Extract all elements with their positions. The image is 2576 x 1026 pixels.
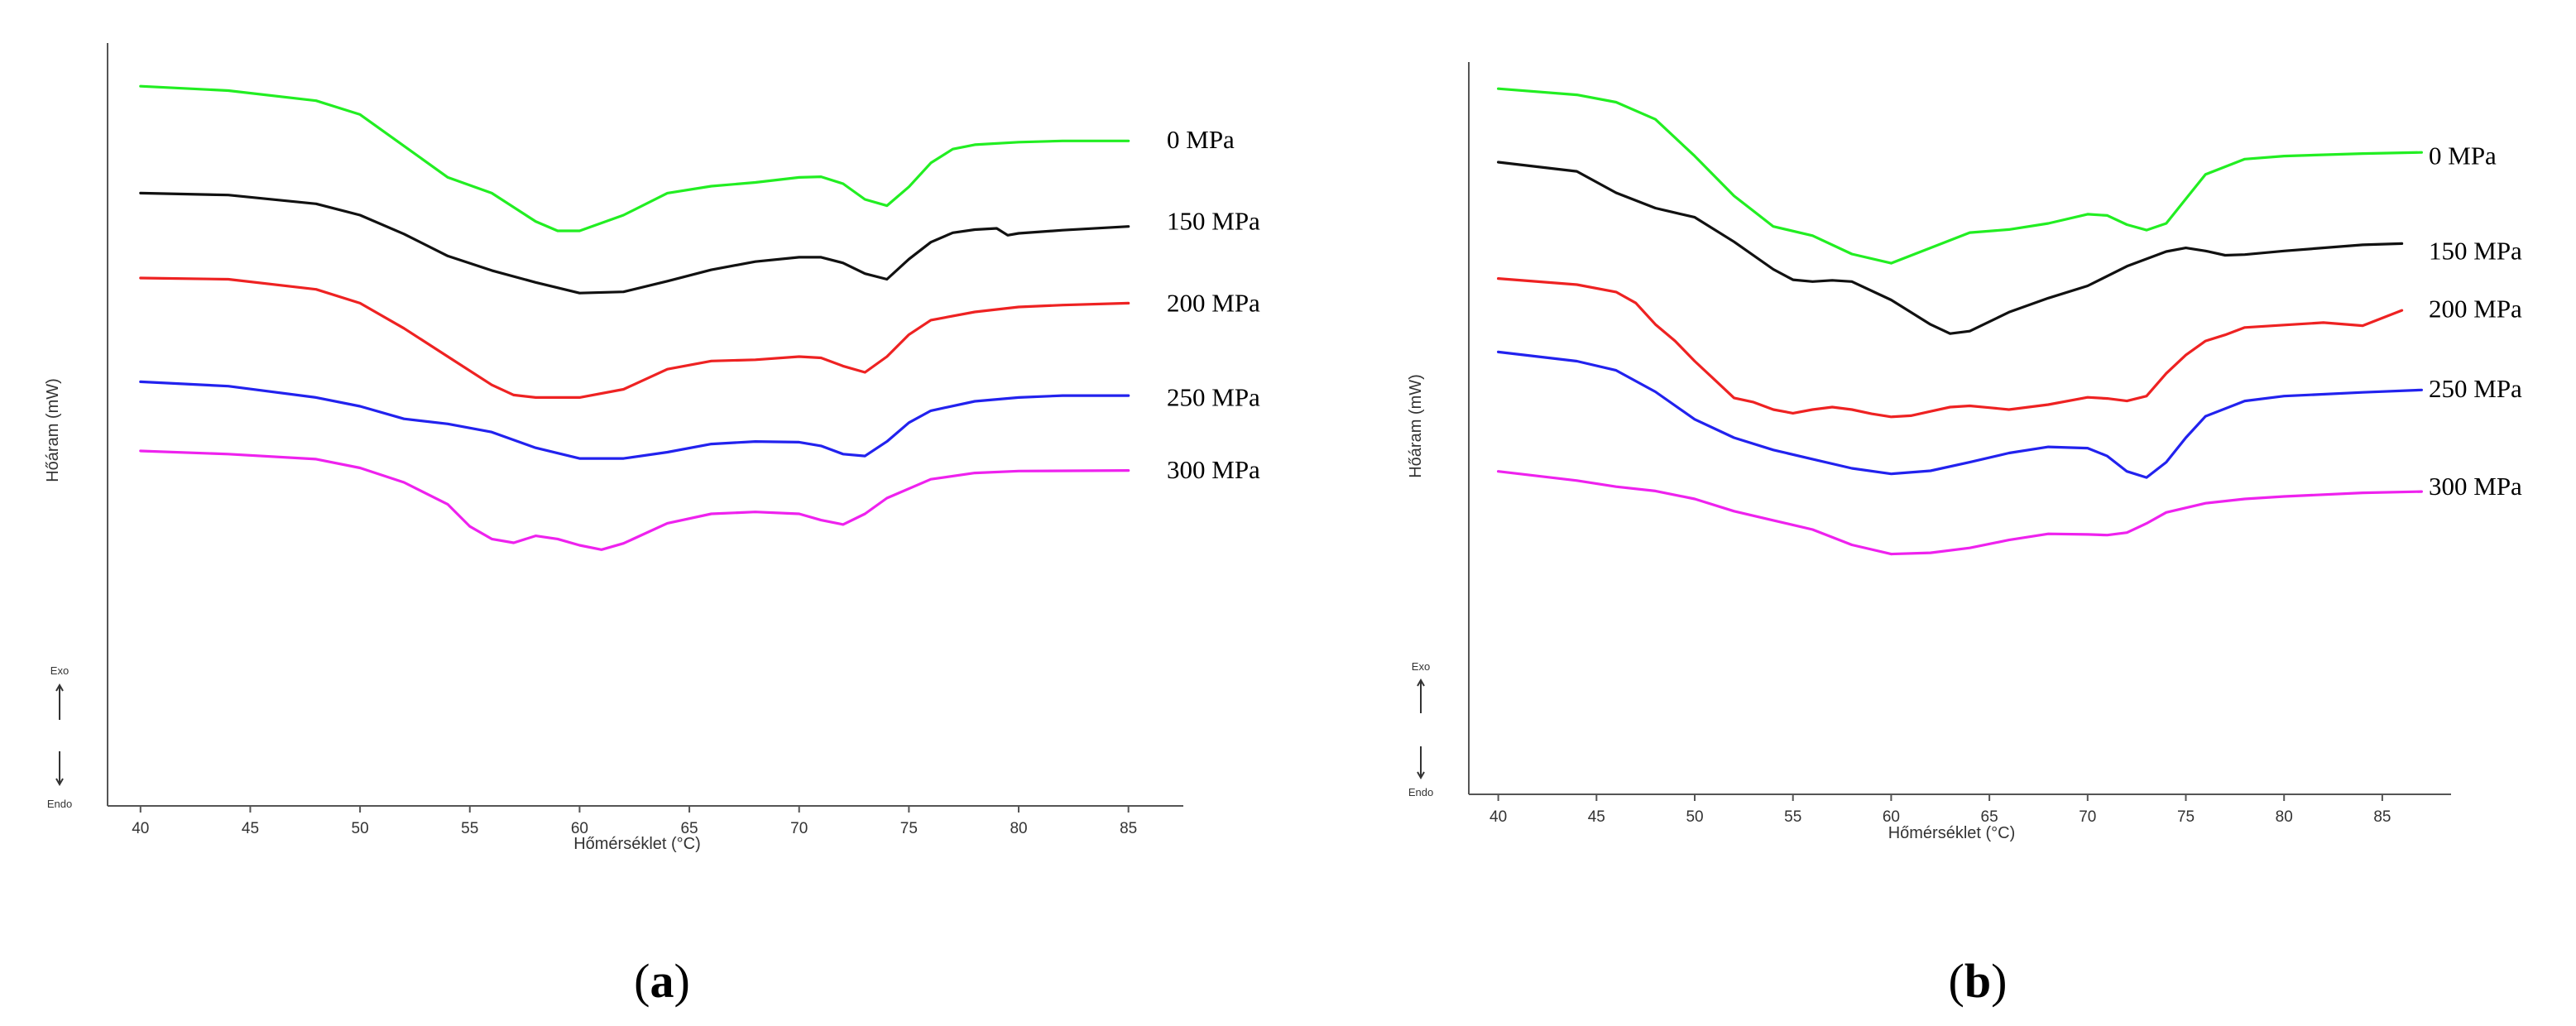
endo-label: Endo (1408, 786, 1433, 798)
series-label: 250 MPa (1167, 382, 1260, 411)
exo-label: Exo (1412, 660, 1430, 673)
series-line-300-mpa (1497, 470, 2423, 556)
x-tick-label: 60 (1883, 808, 1900, 826)
x-tick-label: 65 (1981, 808, 1998, 826)
series-line-150-mpa (1497, 161, 2404, 335)
panel-label-letter: b (1964, 954, 1991, 1008)
series-line-200-mpa (1497, 277, 2404, 419)
panel-label-close-paren: ) (674, 954, 690, 1008)
series-label: 150 MPa (1167, 207, 1260, 236)
x-tick-label: 85 (2373, 808, 2391, 826)
x-axis-label: Hőmérséklet (°C) (573, 835, 701, 853)
series-label: 200 MPa (2429, 295, 2522, 324)
series-line-250-mpa (139, 380, 1130, 460)
x-tick-label: 85 (1120, 820, 1137, 837)
x-tick-label: 80 (2276, 808, 2293, 826)
x-tick-label: 70 (2079, 808, 2096, 826)
series-line-0-mpa (1497, 87, 2423, 265)
exo-arrow-up-icon (1417, 678, 1425, 713)
x-tick-label: 50 (1686, 808, 1703, 826)
x-tick-label: 60 (571, 820, 588, 837)
series-line-0-mpa (139, 84, 1130, 233)
series-line-150-mpa (139, 191, 1130, 295)
series-line-200-mpa (139, 276, 1130, 399)
series-line-300-mpa (139, 449, 1130, 551)
endo-arrow-down-icon (1417, 746, 1425, 780)
x-tick-label: 55 (461, 820, 478, 837)
x-tick-label: 75 (900, 820, 918, 837)
series-label: 0 MPa (1167, 125, 1235, 154)
x-tick-label: 50 (352, 820, 369, 837)
series-label: 250 MPa (2429, 374, 2522, 403)
chart-panel-b: 40 45 50 55 60 65 70 75 80 85 Hőmérséklet (°C) Hőár… (1407, 62, 2522, 1008)
x-axis-label: Hőmérséklet (°C) (1888, 824, 2016, 842)
x-tick-label: 75 (2177, 808, 2195, 826)
x-tick-label: 45 (242, 820, 259, 837)
series-label: 200 MPa (1167, 288, 1260, 317)
series-label: 0 MPa (2429, 141, 2497, 170)
series-label: 150 MPa (2429, 236, 2522, 265)
series-label: 300 MPa (2429, 472, 2522, 501)
panel-label-open-paren: ( (1949, 954, 1964, 1008)
y-axis-label: Hőáram (mW) (44, 378, 62, 482)
series-label: 300 MPa (1167, 455, 1260, 484)
panel-label: (a) (634, 954, 690, 1008)
exo-label: Exo (50, 664, 69, 677)
panel-label-letter: a (650, 954, 674, 1008)
panel-label-close-paren: ) (1991, 954, 2007, 1008)
y-axis-label: Hőáram (mW) (1407, 374, 1425, 478)
exo-arrow-up-icon (55, 683, 64, 720)
panel-label-open-paren: ( (634, 954, 650, 1008)
panel-label: (b) (1949, 954, 2008, 1008)
x-tick-label: 70 (790, 820, 808, 837)
endo-arrow-down-icon (55, 751, 64, 787)
x-tick-label: 40 (132, 820, 149, 837)
x-tick-label: 65 (680, 820, 698, 837)
endo-label: Endo (47, 798, 72, 810)
chart-panel-a: 40 45 50 55 60 65 70 75 80 85 Hőmérséklet (°C) Hőár… (44, 43, 1260, 1008)
x-tick-label: 45 (1588, 808, 1605, 826)
x-tick-label: 55 (1784, 808, 1801, 826)
x-tick-label: 40 (1489, 808, 1507, 826)
series-line-250-mpa (1497, 350, 2423, 479)
x-tick-label: 80 (1010, 820, 1027, 837)
